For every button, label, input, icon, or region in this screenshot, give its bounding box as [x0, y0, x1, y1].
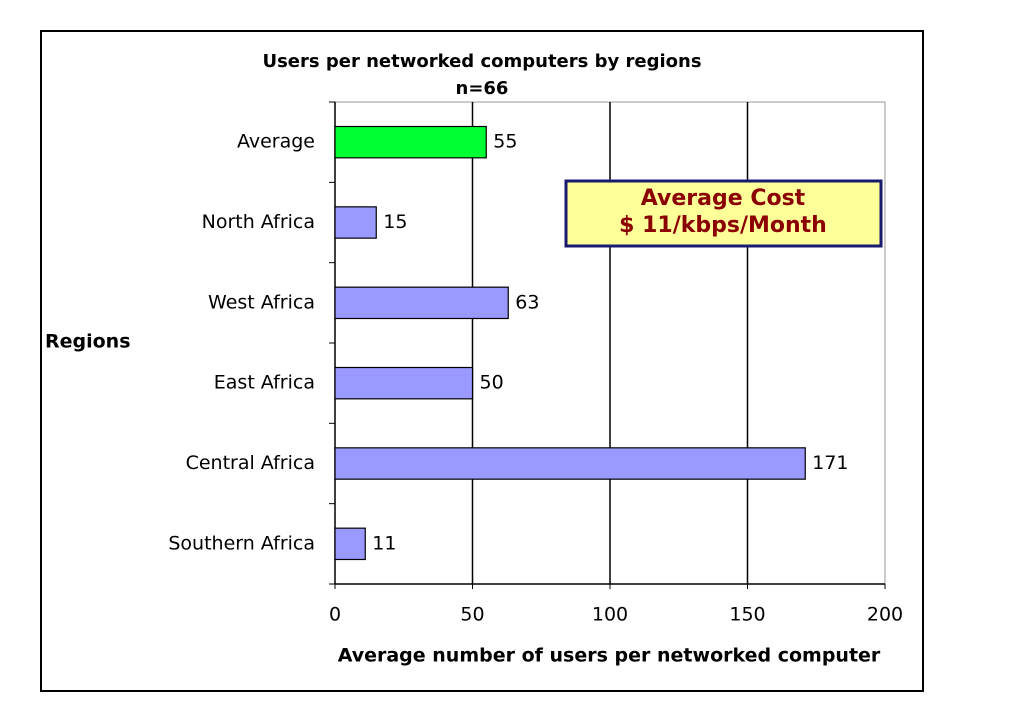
bar: [334, 527, 366, 561]
data-label: 55: [493, 131, 517, 153]
data-label: 15: [383, 211, 407, 233]
data-label: 50: [480, 372, 504, 394]
data-label: 171: [812, 452, 848, 474]
x-tick-label: 0: [329, 604, 341, 626]
y-tick-label: North Africa: [202, 211, 315, 233]
bar: [334, 447, 806, 480]
data-label: 11: [372, 532, 396, 554]
annotation-text: $ 11/kbps/Month: [619, 213, 827, 238]
chart-subtitle: n=66: [456, 78, 509, 99]
chart-title: Users per networked computers by regions: [262, 51, 701, 72]
bar: [334, 366, 474, 400]
bar: [334, 125, 487, 159]
y-tick-label: East Africa: [214, 372, 315, 394]
y-tick-label: West Africa: [208, 291, 315, 313]
y-tick-label: Southern Africa: [168, 532, 315, 554]
annotation-text: Average Cost: [641, 186, 806, 211]
x-tick-label: 50: [460, 604, 484, 626]
bar: [334, 206, 377, 239]
bar: [334, 286, 509, 320]
x-tick-label: 150: [729, 604, 765, 626]
y-tick-label: Average: [237, 131, 315, 153]
y-axis-label: Regions: [45, 331, 131, 353]
x-axis-label: Average number of users per networked co…: [338, 645, 881, 667]
y-tick-label: Central Africa: [186, 452, 315, 474]
data-label: 63: [515, 291, 539, 313]
x-tick-label: 100: [592, 604, 628, 626]
annotation-box: [564, 179, 883, 248]
x-tick-label: 200: [867, 604, 903, 626]
